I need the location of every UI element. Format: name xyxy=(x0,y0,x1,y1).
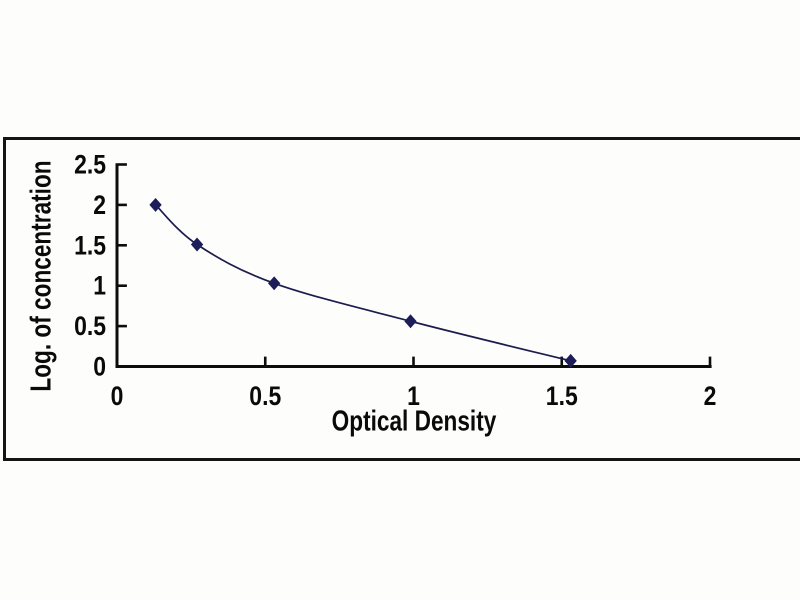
x-tick-label: 0.5 xyxy=(249,381,281,411)
x-tick-labels: 0 0.5 1 1.5 2 xyxy=(111,381,717,411)
data-point-marker xyxy=(564,353,577,368)
x-tick-label: 2 xyxy=(704,381,717,411)
y-axis-title: Log. of concentration xyxy=(25,160,58,392)
y-tick-label: 2.5 xyxy=(74,150,106,180)
standard-curve-line xyxy=(154,204,571,362)
data-point-marker xyxy=(267,276,281,291)
y-tick-labels: 0 0.5 1 1.5 2 2.5 xyxy=(74,150,106,382)
y-tick-label: 1.5 xyxy=(74,231,106,261)
y-ticks xyxy=(118,163,127,368)
y-tick-label: 1 xyxy=(93,271,106,301)
data-point-marker xyxy=(190,237,204,252)
x-ticks xyxy=(115,356,712,366)
x-tick-label: 1.5 xyxy=(546,381,578,411)
x-tick-label: 0 xyxy=(111,381,124,411)
data-point-marker xyxy=(404,314,417,329)
data-point-markers xyxy=(149,197,577,368)
y-tick-label: 0 xyxy=(93,352,106,382)
data-point-marker xyxy=(149,197,162,212)
y-tick-label: 0.5 xyxy=(74,311,106,341)
axes-spine xyxy=(115,163,712,368)
x-axis-title: Optical Density xyxy=(331,405,497,438)
y-tick-label: 2 xyxy=(93,190,106,220)
x-tick-label: 1 xyxy=(407,381,420,411)
chart-frame xyxy=(3,137,800,461)
